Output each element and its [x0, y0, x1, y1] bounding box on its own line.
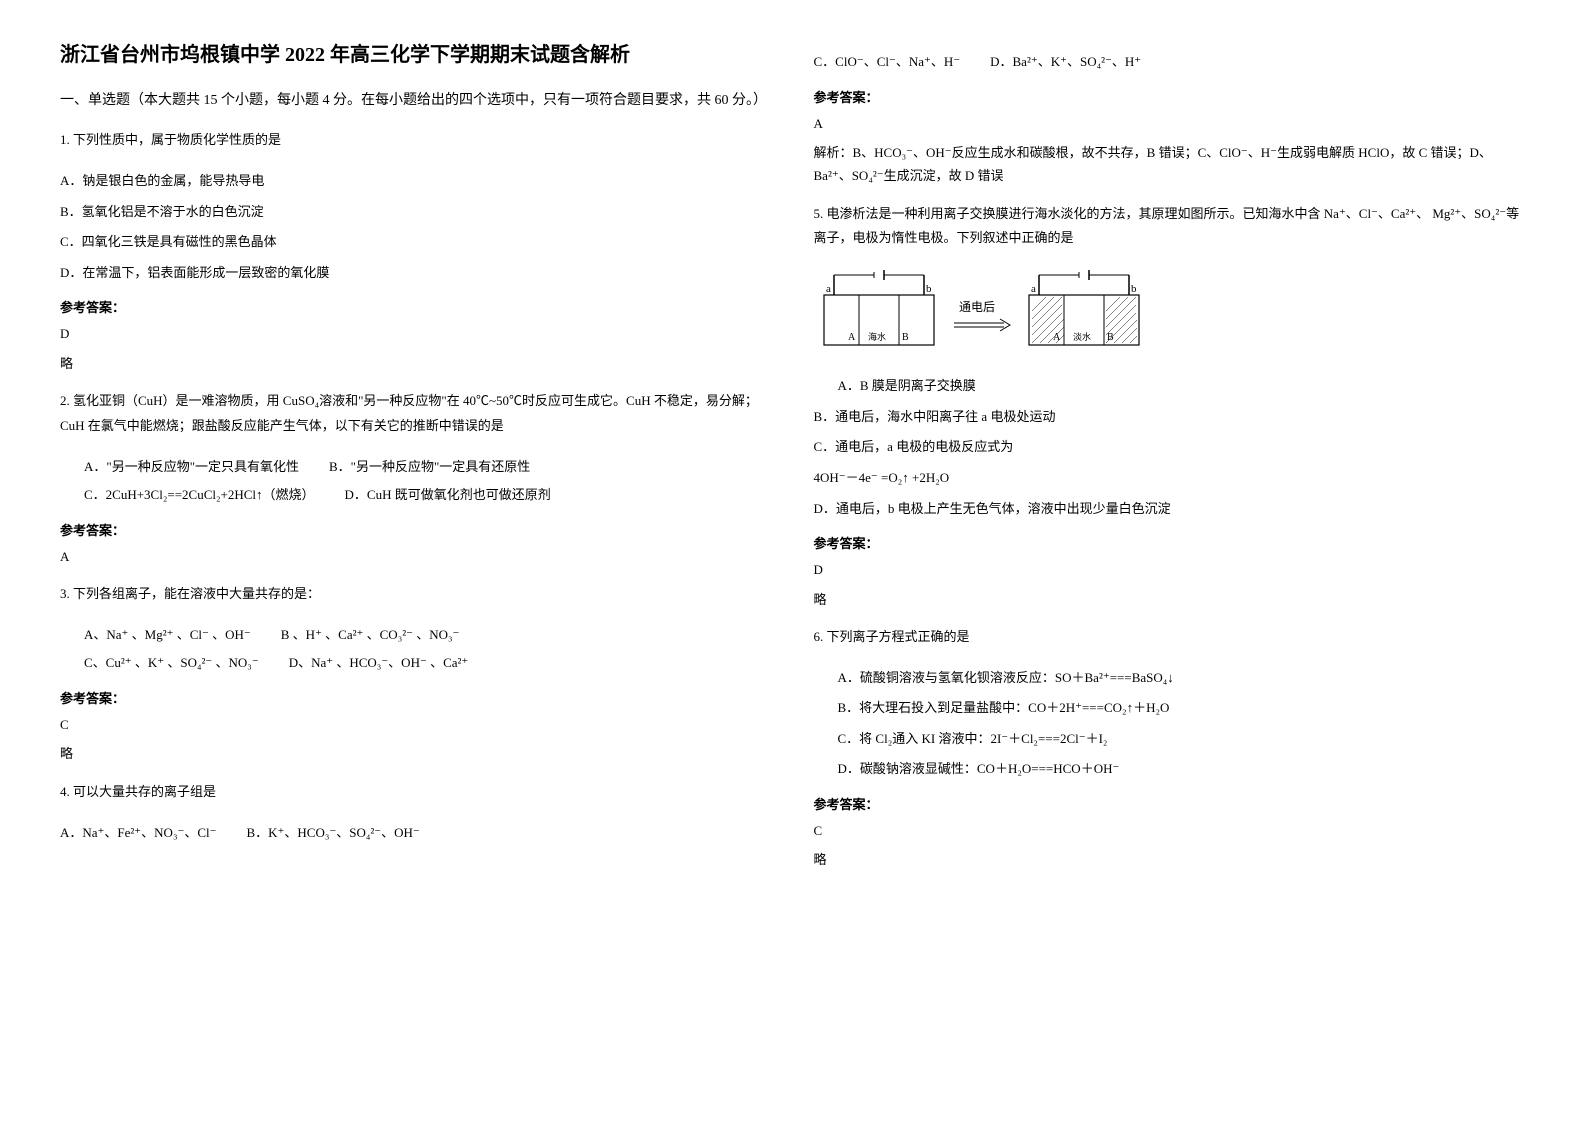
q4-answer-label: 参考答案：	[814, 87, 1528, 106]
q3-options: A、Na⁺ 、Mg²⁺ 、Cl⁻ 、OH⁻ B 、H⁺ 、Ca²⁺ 、CO₃²⁻…	[84, 621, 774, 678]
q1-note: 略	[60, 352, 774, 375]
diag-right-mid: 淡水	[1073, 331, 1091, 342]
q6-optD: D．碳酸钠溶液显碱性：CO＋H₂O===HCO＋OH⁻	[838, 755, 1528, 784]
q1-optD: D．在常温下，铝表面能形成一层致密的氧化膜	[60, 259, 774, 288]
q5-optC: C．通电后，a 电极的电极反应式为	[814, 433, 1528, 462]
diag-right-A: A	[1053, 332, 1061, 343]
section-header: 一、单选题（本大题共 15 个小题，每小题 4 分。在每小题给出的四个选项中，只…	[60, 90, 774, 112]
q6-note: 略	[814, 848, 1528, 871]
q5-stem: 5. 电渗析法是一种利用离子交换膜进行海水淡化的方法，其原理如图所示。已知海水中…	[814, 202, 1528, 251]
q5-optD: D．通电后，b 电极上产生无色气体，溶液中出现少量白色沉淀	[814, 495, 1528, 524]
q3-note: 略	[60, 742, 774, 765]
q5-note: 略	[814, 588, 1528, 611]
q2-options: A．"另一种反应物"一定只具有氧化性 B．"另一种反应物"一定具有还原性 C．2…	[84, 453, 774, 510]
diag-left-mid: 海水	[868, 331, 886, 342]
question-5: 5. 电渗析法是一种利用离子交换膜进行海水淡化的方法，其原理如图所示。已知海水中…	[814, 202, 1528, 251]
q4-explain: 解析：B、HCO₃⁻、OH⁻反应生成水和碳酸根，故不共存，B 错误；C、ClO⁻…	[814, 141, 1528, 188]
q4-optB: B．K⁺、HCO₃⁻、SO₄²⁻、OH⁻	[246, 819, 419, 848]
q2-optB: B．"另一种反应物"一定具有还原性	[329, 453, 530, 482]
q5-options: A．B 膜是阴离子交换膜 B．通电后，海水中阳离子往 a 电极处运动 C．通电后…	[814, 372, 1528, 523]
diag-right-a: a	[1031, 283, 1036, 295]
q6-options: A．硫酸铜溶液与氢氧化钡溶液反应：SO＋Ba²⁺===BaSO₄↓ B．将大理石…	[838, 664, 1528, 784]
q2-answer: A	[60, 545, 774, 568]
q5-answer-label: 参考答案：	[814, 533, 1528, 552]
q6-answer: C	[814, 819, 1528, 842]
q5-optC2: 4OH⁻－4e⁻ =O₂↑ +2H₂O	[814, 464, 1528, 493]
q3-answer-label: 参考答案：	[60, 688, 774, 707]
q2-optC: C．2CuH+3Cl₂==2CuCl₂+2HCl↑（燃烧）	[84, 481, 315, 510]
diagram-right-cell: a b A 淡水 B	[1029, 270, 1139, 345]
question-1: 1. 下列性质中，属于物质化学性质的是	[60, 128, 774, 153]
question-2: 2. 氢化亚铜（CuH）是一难溶物质，用 CuSO₄溶液和"另一种反应物"在 4…	[60, 389, 774, 438]
q3-stem: 3. 下列各组离子，能在溶液中大量共存的是：	[60, 582, 774, 607]
q1-answer-label: 参考答案：	[60, 297, 774, 316]
q1-answer: D	[60, 322, 774, 345]
q2-answer-label: 参考答案：	[60, 520, 774, 539]
q6-optC: C．将 Cl₂通入 KI 溶液中：2I⁻＋Cl₂===2Cl⁻＋I₂	[838, 725, 1528, 754]
q6-answer-label: 参考答案：	[814, 794, 1528, 813]
q3-answer: C	[60, 713, 774, 736]
diag-left-B: B	[902, 332, 909, 343]
q4-stem: 4. 可以大量共存的离子组是	[60, 780, 774, 805]
diag-right-b: b	[1131, 283, 1137, 295]
q4-optA: A．Na⁺、Fe²⁺、NO₃⁻、Cl⁻	[60, 819, 216, 848]
q5-optA: A．B 膜是阴离子交换膜	[838, 372, 1528, 401]
q1-options: A．钠是银白色的金属，能导热导电 B．氢氧化铝是不溶于水的白色沉淀 C．四氧化三…	[60, 167, 774, 287]
q6-optA: A．硫酸铜溶液与氢氧化钡溶液反应：SO＋Ba²⁺===BaSO₄↓	[838, 664, 1528, 693]
diag-right-B: B	[1107, 332, 1114, 343]
diagram-left-cell: a b A 海水 B	[824, 270, 934, 345]
q6-optB: B．将大理石投入到足量盐酸中：CO＋2H⁺===CO₂↑＋H₂O	[838, 694, 1528, 723]
q1-optA: A．钠是银白色的金属，能导热导电	[60, 167, 774, 196]
q4-optC: C．ClO⁻、Cl⁻、Na⁺、H⁻	[814, 48, 961, 77]
question-6: 6. 下列离子方程式正确的是	[814, 625, 1528, 650]
q5-optB: B．通电后，海水中阳离子往 a 电极处运动	[814, 403, 1528, 432]
diag-middle-text: 通电后	[959, 300, 995, 314]
diag-left-a: a	[826, 283, 831, 295]
q2-optD: D．CuH 既可做氧化剂也可做还原剂	[345, 481, 551, 510]
q4-optD: D．Ba²⁺、K⁺、SO₄²⁻、H⁺	[990, 48, 1141, 77]
question-4: 4. 可以大量共存的离子组是	[60, 780, 774, 805]
q6-stem: 6. 下列离子方程式正确的是	[814, 625, 1528, 650]
q1-optC: C．四氧化三铁是具有磁性的黑色晶体	[60, 228, 774, 257]
diagram-arrow: 通电后	[954, 300, 1010, 331]
q3-optB: B 、H⁺ 、Ca²⁺ 、CO₃²⁻ 、NO₃⁻	[281, 621, 460, 650]
q3-optD: D、Na⁺ 、HCO₃⁻、OH⁻ 、Ca²⁺	[289, 649, 469, 678]
question-3: 3. 下列各组离子，能在溶液中大量共存的是：	[60, 582, 774, 607]
q1-stem: 1. 下列性质中，属于物质化学性质的是	[60, 128, 774, 153]
q5-diagram: a b A 海水 B 通电后	[814, 265, 1528, 360]
diag-left-A: A	[848, 332, 856, 343]
q3-optA: A、Na⁺ 、Mg²⁺ 、Cl⁻ 、OH⁻	[84, 621, 251, 650]
q2-optA: A．"另一种反应物"一定只具有氧化性	[84, 453, 299, 482]
exam-title: 浙江省台州市坞根镇中学 2022 年高三化学下学期期末试题含解析	[60, 40, 774, 70]
diag-left-b: b	[926, 283, 932, 295]
q4-options-row1: A．Na⁺、Fe²⁺、NO₃⁻、Cl⁻ B．K⁺、HCO₃⁻、SO₄²⁻、OH⁻	[60, 819, 774, 848]
q3-optC: C、Cu²⁺ 、K⁺ 、SO₄²⁻ 、NO₃⁻	[84, 649, 259, 678]
q5-answer: D	[814, 558, 1528, 581]
q4-options-row2: C．ClO⁻、Cl⁻、Na⁺、H⁻ D．Ba²⁺、K⁺、SO₄²⁻、H⁺	[814, 48, 1528, 77]
q1-optB: B．氢氧化铝是不溶于水的白色沉淀	[60, 198, 774, 227]
left-column: 浙江省台州市坞根镇中学 2022 年高三化学下学期期末试题含解析 一、单选题（本…	[60, 40, 774, 878]
right-column: C．ClO⁻、Cl⁻、Na⁺、H⁻ D．Ba²⁺、K⁺、SO₄²⁻、H⁺ 参考答…	[814, 40, 1528, 878]
q4-answer: A	[814, 112, 1528, 135]
q2-stem: 2. 氢化亚铜（CuH）是一难溶物质，用 CuSO₄溶液和"另一种反应物"在 4…	[60, 389, 774, 438]
